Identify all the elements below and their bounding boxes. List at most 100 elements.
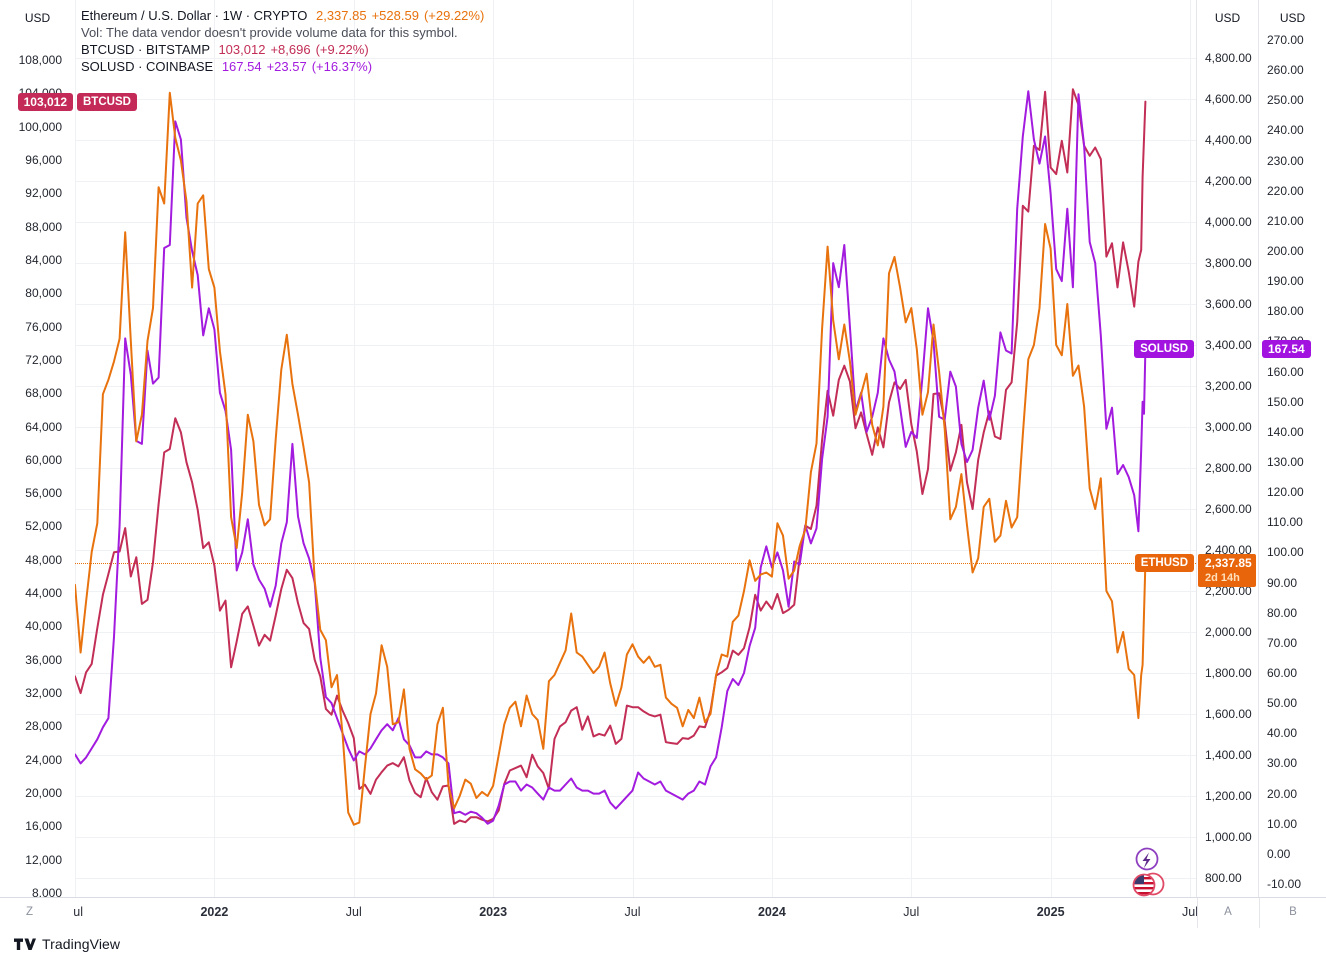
axis-tick-label: 44,000 xyxy=(25,586,62,601)
axis-tick-label: 8,000 xyxy=(31,886,62,900)
timezone-button[interactable]: Z xyxy=(0,898,74,928)
grid-line-vertical xyxy=(771,0,773,897)
axis-tick-label: 4,800.00 xyxy=(1205,51,1252,65)
axis-tick-label: 108,000 xyxy=(18,53,62,67)
footer-bar: TradingView xyxy=(0,928,1326,960)
axis-tick-label: 100,000 xyxy=(18,119,62,134)
axis-tick-label: 12,000 xyxy=(25,852,62,867)
axis-tick-label: 200.00 xyxy=(1267,244,1304,258)
time-axis-month-label: Jul xyxy=(345,905,362,919)
time-axis[interactable]: Z A B Jul 2022 Jul 2023 Jul 2024 Jul 2025 Jul xyxy=(0,897,1326,928)
right-axis1-divider xyxy=(1196,0,1197,928)
us-flag-circle-icon xyxy=(1132,872,1165,897)
grid-line-vertical xyxy=(1050,0,1052,897)
time-axis-year-label: 2023 xyxy=(479,905,508,919)
sol-price-axis-tag: 167.54 xyxy=(1262,340,1311,358)
grid-line-horizontal xyxy=(75,632,1196,633)
axis-tick-label: 96,000 xyxy=(25,152,62,167)
axis-tick-label: 64,000 xyxy=(25,419,62,434)
axis-tick-label: 2,200.00 xyxy=(1205,584,1252,598)
grid-line-horizontal xyxy=(75,304,1196,305)
axis-tick-label: 160.00 xyxy=(1267,364,1304,379)
axis-tick-label: 3,200.00 xyxy=(1205,379,1252,393)
chart-legend: Ethereum / U.S. Dollar · 1W · CRYPTO 2,3… xyxy=(81,7,484,75)
btc-symbol-title: BTCUSD · BITSTAMP xyxy=(81,42,210,57)
axis-tick-label: 1,400.00 xyxy=(1205,748,1252,762)
price-axis-left-btc[interactable]: USD 103,012 108,000104,000100,00096,0009… xyxy=(0,0,75,900)
axis-tick-label: 120.00 xyxy=(1267,485,1304,500)
axis-tick-label: 0.00 xyxy=(1267,846,1291,861)
grid-line-vertical xyxy=(75,0,76,897)
grid-line-horizontal xyxy=(75,755,1196,756)
axis-tick-label: 56,000 xyxy=(25,486,62,501)
axis-tick-label: 800.00 xyxy=(1205,871,1242,885)
btc-change: +8,696 xyxy=(270,42,311,57)
scale-b-label: B xyxy=(1289,906,1297,918)
right-axis2-divider xyxy=(1258,0,1259,928)
legend-row-volume-note[interactable]: Vol: The data vendor doesn't provide vol… xyxy=(81,24,484,41)
axis-tick-label: 48,000 xyxy=(25,552,62,567)
axis-tick-label: 90.00 xyxy=(1267,575,1298,590)
axis-tick-label: 190.00 xyxy=(1267,274,1304,289)
grid-line-horizontal xyxy=(75,386,1196,387)
grid-line-horizontal xyxy=(75,99,1196,100)
axis-tick-label: 24,000 xyxy=(25,752,62,767)
axis-tick-label: 2,800.00 xyxy=(1205,461,1252,475)
axis-tick-label: 36,000 xyxy=(25,652,62,667)
axis-tick-label: 2,000.00 xyxy=(1205,625,1252,639)
axis-tick-label: 210.00 xyxy=(1267,213,1304,228)
axis-tick-label: 76,000 xyxy=(25,319,62,334)
legend-row-solusd[interactable]: SOLUSD · COINBASE 167.54 +23.57 (+16.37%) xyxy=(81,58,484,75)
axis-tick-label: 84,000 xyxy=(25,252,62,267)
axis-tick-label: 150.00 xyxy=(1267,394,1304,409)
price-axis-right-sol[interactable]: USD 167.54 270.00 260.00 250.00 240.00 230.0… xyxy=(1259,0,1326,897)
sol-last-price: 167.54 xyxy=(221,59,262,74)
grid-line-horizontal xyxy=(75,140,1196,141)
grid-line-vertical xyxy=(214,0,216,897)
lightning-circle-icon xyxy=(1135,847,1159,871)
grid-line-vertical xyxy=(353,0,355,897)
axis-tick-label: 3,000.00 xyxy=(1205,420,1252,434)
legend-row-ethusd[interactable]: Ethereum / U.S. Dollar · 1W · CRYPTO 2,3… xyxy=(81,7,484,24)
grid-line-horizontal xyxy=(75,591,1196,592)
time-axis-year-label: 2025 xyxy=(1036,905,1065,919)
right-axis2-currency-label: USD xyxy=(1279,11,1306,25)
grid-line-horizontal xyxy=(75,468,1196,469)
price-axis-right-eth[interactable]: USD 2,337.85 2d 14h 4,800.00 4,600.00 4,40… xyxy=(1197,0,1258,897)
grid-line-horizontal xyxy=(75,181,1196,182)
grid-line-vertical xyxy=(632,0,634,897)
tradingview-logo-text: TradingView xyxy=(42,936,121,952)
chart-canvas[interactable]: Ethereum / U.S. Dollar · 1W · CRYPTO 2,3… xyxy=(75,0,1196,897)
time-axis-month-label: Jul xyxy=(903,905,920,919)
sol-change-pct: (+16.37%) xyxy=(311,59,373,74)
grid-line-horizontal xyxy=(75,837,1196,838)
legend-row-btcusd[interactable]: BTCUSD · BITSTAMP 103,012 +8,696 (+9.22%) xyxy=(81,41,484,58)
eth-current-price-line xyxy=(75,563,1196,564)
axis-tick-label: 240.00 xyxy=(1267,123,1304,138)
eth-last-price: 2,337.85 xyxy=(315,8,367,23)
price-scale-b-button[interactable]: B xyxy=(1259,898,1326,928)
axis-tick-label: 40.00 xyxy=(1267,726,1298,741)
tradingview-logo[interactable]: TradingView xyxy=(14,936,120,952)
sol-symbol-title: SOLUSD · COINBASE xyxy=(81,59,214,74)
axis-tick-label: 110.00 xyxy=(1267,515,1303,530)
grid-line-vertical xyxy=(1190,0,1191,897)
axis-tick-label: 80.00 xyxy=(1267,605,1298,620)
axis-tick-label: 2,600.00 xyxy=(1205,502,1252,516)
eth-change: +528.59 xyxy=(371,8,419,23)
axis-tick-label: 260.00 xyxy=(1267,63,1304,78)
axis-tick-label: 52,000 xyxy=(25,519,62,534)
axis-tick-label: 3,400.00 xyxy=(1205,338,1252,352)
time-axis-month-label: Jul xyxy=(624,905,641,919)
axis-tick-label: 30.00 xyxy=(1267,756,1298,771)
btc-last-price: 103,012 xyxy=(218,42,266,57)
price-scale-a-button[interactable]: A xyxy=(1197,898,1258,928)
timezone-label: Z xyxy=(26,906,34,918)
axis-tick-label: 3,600.00 xyxy=(1205,297,1252,311)
axis-tick-label: 1,200.00 xyxy=(1205,789,1252,803)
grid-line-horizontal xyxy=(75,673,1196,674)
axis-tick-label: 270.00 xyxy=(1267,33,1304,47)
axis-tick-label: 28,000 xyxy=(25,719,62,734)
axis-tick-label: 60.00 xyxy=(1267,666,1298,680)
